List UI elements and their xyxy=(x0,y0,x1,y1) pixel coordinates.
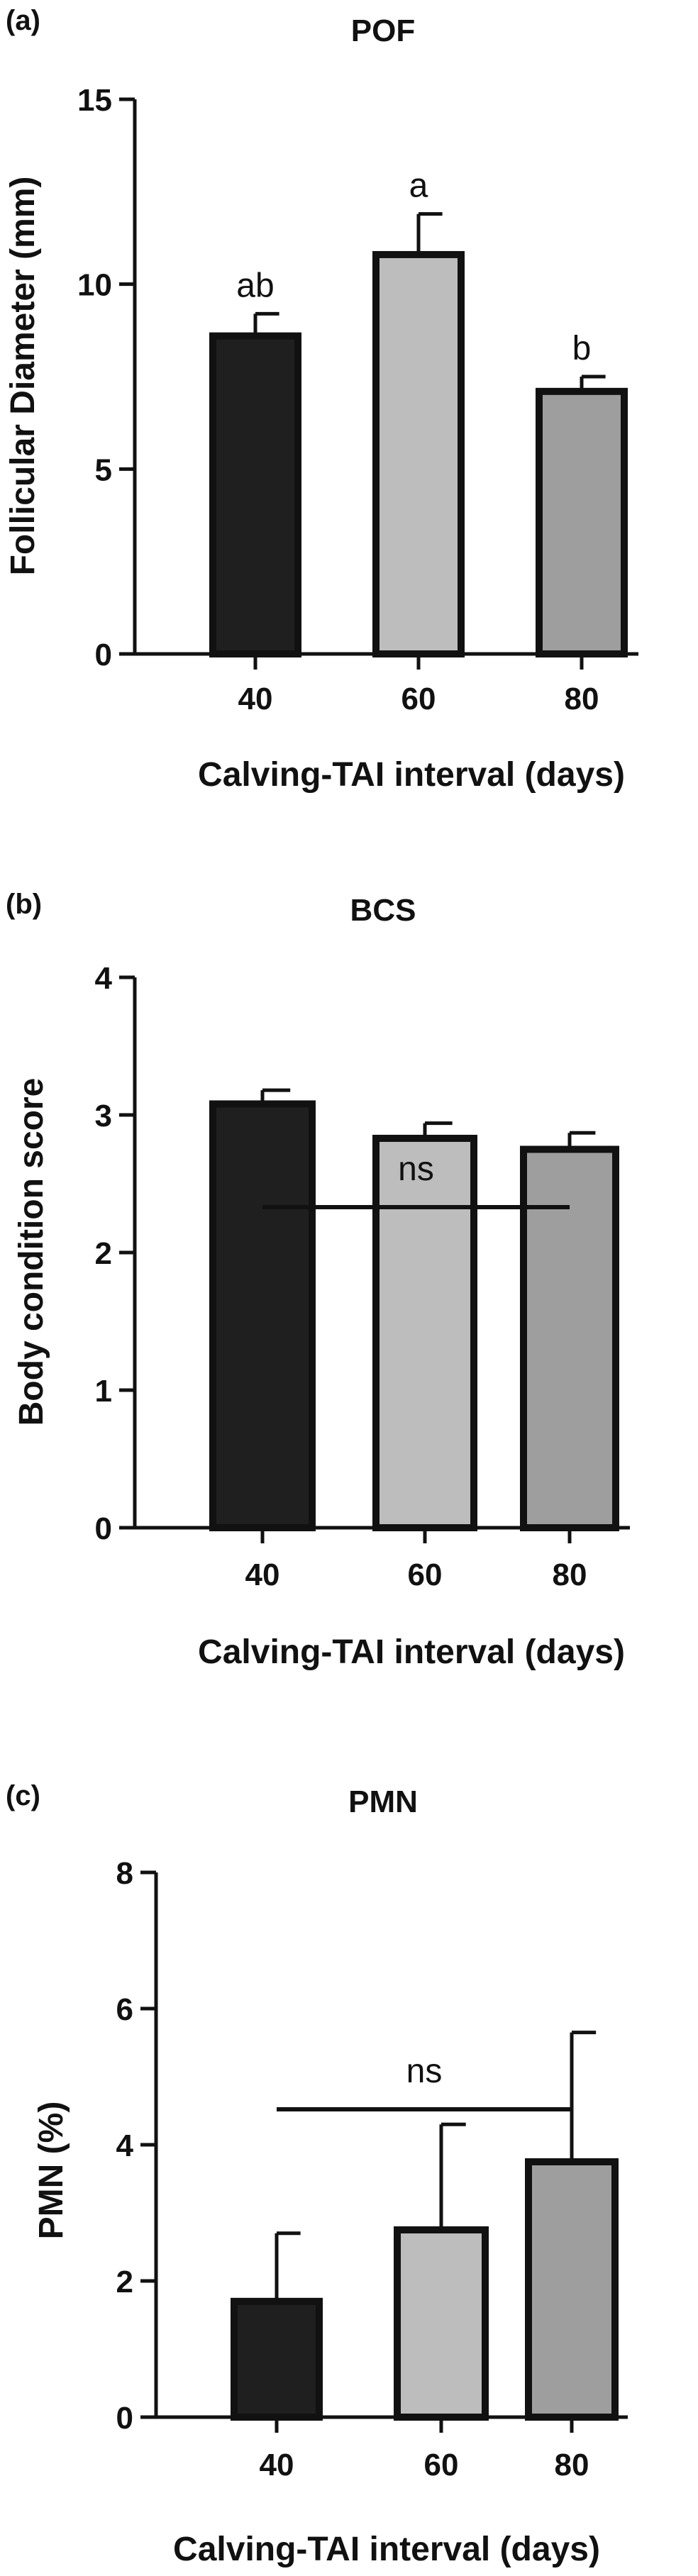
chart-panel-bcs: (b) BCS Body condition score Calving-TAI… xyxy=(6,889,630,1671)
x-tick-label: 80 xyxy=(553,1558,587,1592)
y-tick-label: 0 xyxy=(116,2401,133,2436)
x-tick-label: 40 xyxy=(245,1558,280,1592)
y-tick-label: 0 xyxy=(95,1511,112,1546)
x-tick-label: 40 xyxy=(260,2448,294,2482)
x-axis-label: Calving-TAI interval (days) xyxy=(198,756,625,794)
chart-title: POF xyxy=(351,13,415,48)
panel-label: (a) xyxy=(6,5,40,36)
significance-letter: b xyxy=(572,330,592,367)
bar-80 xyxy=(520,1145,619,1531)
x-tick-label: 80 xyxy=(555,2448,589,2482)
x-axis-label: Calving-TAI interval (days) xyxy=(198,1633,625,1671)
x-tick-label: 60 xyxy=(408,1558,443,1592)
x-axis-label: Calving-TAI interval (days) xyxy=(173,2531,600,2568)
bar-80 xyxy=(525,2158,619,2421)
y-tick-label: 15 xyxy=(77,83,112,118)
significance-letter: a xyxy=(409,167,428,205)
bar-40 xyxy=(209,1100,316,1531)
bar-60 xyxy=(372,1134,477,1531)
x-tick-label: 80 xyxy=(565,682,599,716)
bar-80 xyxy=(536,387,628,657)
x-tick-label: 40 xyxy=(238,682,273,716)
y-tick-label: 8 xyxy=(116,1856,133,1891)
y-tick-label: 4 xyxy=(95,961,113,996)
y-tick-label: 3 xyxy=(95,1099,112,1133)
significance-label: ns xyxy=(398,1150,434,1188)
x-tick-label: 60 xyxy=(401,682,436,716)
chart-panel-pof: (a) POF Follicular Diameter (mm) Calving… xyxy=(4,5,638,794)
y-tick-label: 6 xyxy=(116,1992,133,2027)
bar-60 xyxy=(394,2226,489,2421)
chart-title: PMN xyxy=(348,1784,418,1819)
y-tick-label: 1 xyxy=(95,1374,112,1409)
y-tick-label: 0 xyxy=(95,638,112,672)
y-tick-label: 4 xyxy=(116,2128,134,2163)
panel-label: (c) xyxy=(6,1780,40,1811)
y-tick-label: 2 xyxy=(116,2265,133,2299)
chart-panel-pmn: (c) PMN PMN (%) Calving-TAI interval (da… xyxy=(6,1780,628,2568)
y-tick-label: 5 xyxy=(95,453,112,487)
chart-title: BCS xyxy=(350,893,416,928)
x-tick-label: 60 xyxy=(424,2448,459,2482)
y-axis-label: Body condition score xyxy=(13,1078,50,1426)
y-tick-label: 10 xyxy=(77,268,112,303)
bar-40 xyxy=(231,2297,323,2421)
significance-letter: ab xyxy=(236,267,274,304)
bar-40 xyxy=(209,332,301,657)
y-tick-label: 2 xyxy=(95,1236,112,1271)
y-axis-label: PMN (%) xyxy=(33,2102,70,2240)
panel-label: (b) xyxy=(6,889,42,920)
bar-60 xyxy=(372,250,465,657)
significance-label: ns xyxy=(406,2053,443,2090)
y-axis-label: Follicular Diameter (mm) xyxy=(4,177,42,576)
